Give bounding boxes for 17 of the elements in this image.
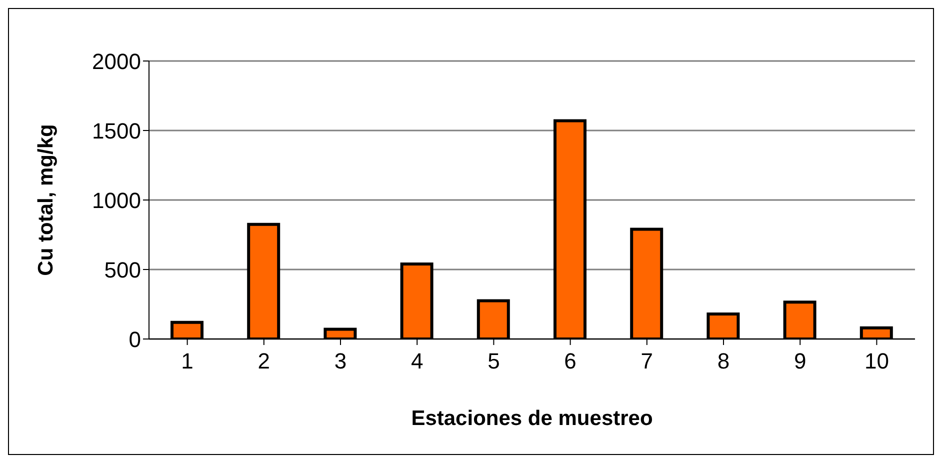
y-axis-title: Cu total, mg/kg: [34, 124, 58, 276]
x-tick-label: 2: [258, 348, 270, 374]
x-tick-label: 10: [864, 348, 889, 374]
y-tick-label: 0: [128, 326, 141, 352]
y-tick-label: 2000: [92, 48, 141, 74]
x-axis-title: Estaciones de muestreo: [411, 407, 653, 430]
y-tick-label: 500: [104, 257, 141, 282]
y-tick-label: 1500: [92, 118, 141, 144]
x-tick-label: 6: [564, 348, 576, 374]
y-tick-label: 1000: [92, 188, 141, 213]
x-tick-label: 8: [717, 348, 730, 374]
x-tick-label: 7: [640, 348, 654, 374]
x-tick-label: 4: [410, 348, 424, 374]
x-tick-label: 9: [794, 348, 806, 374]
x-tick-label: 1: [181, 348, 194, 374]
x-tick-label: 3: [334, 348, 347, 374]
x-tick-label: 5: [488, 348, 500, 374]
